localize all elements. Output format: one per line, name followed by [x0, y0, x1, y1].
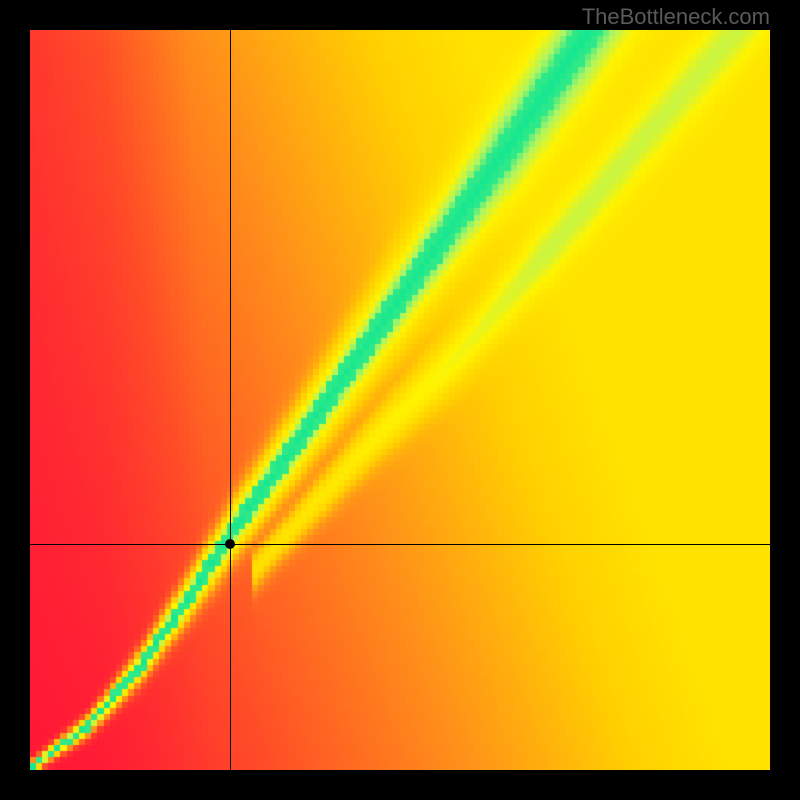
crosshair-vertical	[230, 30, 231, 770]
marker-dot	[225, 539, 235, 549]
attribution-label: TheBottleneck.com	[582, 4, 770, 30]
plot-area	[30, 30, 770, 770]
chart-container: TheBottleneck.com	[0, 0, 800, 800]
crosshair-horizontal	[30, 544, 770, 545]
heatmap-canvas	[30, 30, 770, 770]
